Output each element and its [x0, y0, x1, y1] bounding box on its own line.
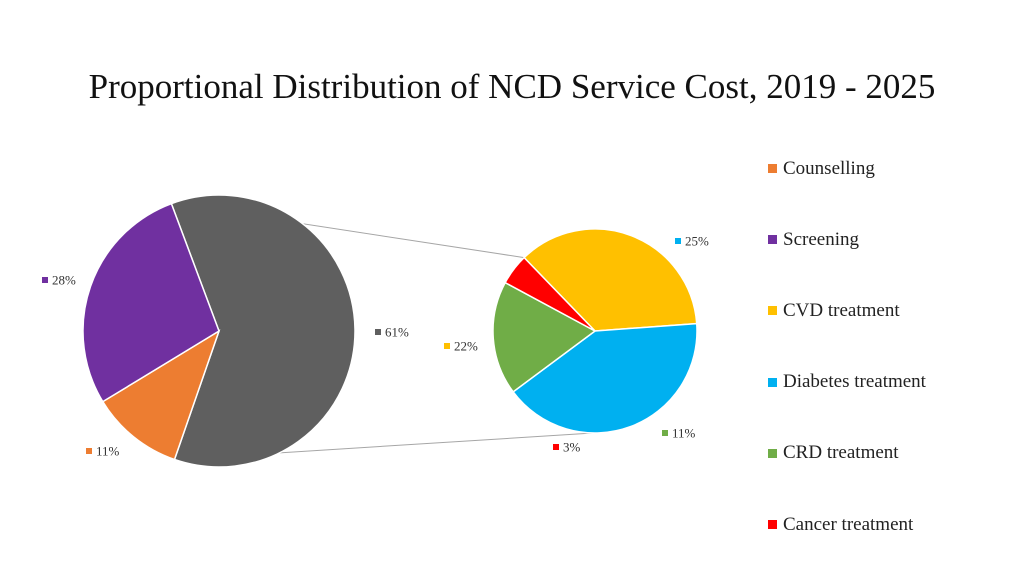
primary-label-counselling: 11%: [86, 444, 120, 459]
legend-item-crd-treatment: CRD treatment: [768, 418, 1008, 489]
legend-item-cancer-treatment: Cancer treatment: [768, 489, 1008, 560]
legend-item-diabetes-treatment: Diabetes treatment: [768, 347, 1008, 418]
legend-swatch: [768, 235, 777, 245]
label-text: 11%: [96, 444, 120, 459]
chart-legend: Counselling Screening CVD treatment Diabete…: [768, 151, 1008, 560]
label-marker: [553, 444, 559, 450]
secondary-label-diabetes-treatment: 25%: [675, 234, 709, 249]
secondary-label-cancer-treatment: 3%: [553, 440, 581, 455]
label-text: 22%: [454, 339, 478, 354]
label-text: 3%: [563, 440, 581, 455]
label-text: 61%: [385, 325, 409, 340]
legend-label: CRD treatment: [783, 442, 899, 464]
legend-label: CVD treatment: [783, 299, 900, 321]
primary-slice-counselling: [101, 329, 221, 461]
legend-item-screening: Screening: [768, 204, 1008, 275]
label-marker: [86, 448, 92, 454]
label-marker: [42, 277, 48, 283]
legend-item-counselling: Counselling: [768, 133, 1008, 204]
secondary-slice-diabetes-treatment: [512, 322, 698, 434]
primary-label-screening: 28%: [42, 273, 76, 288]
secondary-label-crd-treatment: 11%: [662, 426, 696, 441]
label-marker: [675, 238, 681, 244]
label-text: 25%: [685, 234, 709, 249]
legend-label: Counselling: [783, 157, 875, 179]
label-marker: [444, 343, 450, 349]
secondary-slice-crd-treatment: [492, 281, 597, 393]
primary-slice-screening: [82, 202, 220, 403]
legend-swatch: [768, 306, 777, 316]
label-marker: [662, 430, 668, 436]
legend-label: Screening: [783, 228, 859, 250]
legend-swatch: [768, 377, 777, 387]
chart-title: Proportional Distribution of NCD Service…: [88, 67, 936, 106]
primary-slice-combined-other: [170, 194, 356, 468]
legend-item-cvd-treatment: CVD treatment: [768, 275, 1008, 346]
legend-swatch: [768, 164, 777, 174]
legend-label: Diabetes treatment: [783, 371, 926, 393]
label-text: 28%: [52, 273, 76, 288]
label-text: 11%: [672, 426, 696, 441]
legend-swatch: [768, 520, 777, 530]
secondary-slice-cvd-treatment: [523, 228, 698, 332]
legend-swatch: [768, 448, 777, 458]
label-marker: [375, 329, 381, 335]
secondary-label-cvd-treatment: 22%: [444, 339, 478, 354]
primary-label-combined-other: 61%: [375, 325, 409, 340]
legend-label: Cancer treatment: [783, 513, 914, 535]
secondary-slice-cancer-treatment: [504, 256, 596, 332]
